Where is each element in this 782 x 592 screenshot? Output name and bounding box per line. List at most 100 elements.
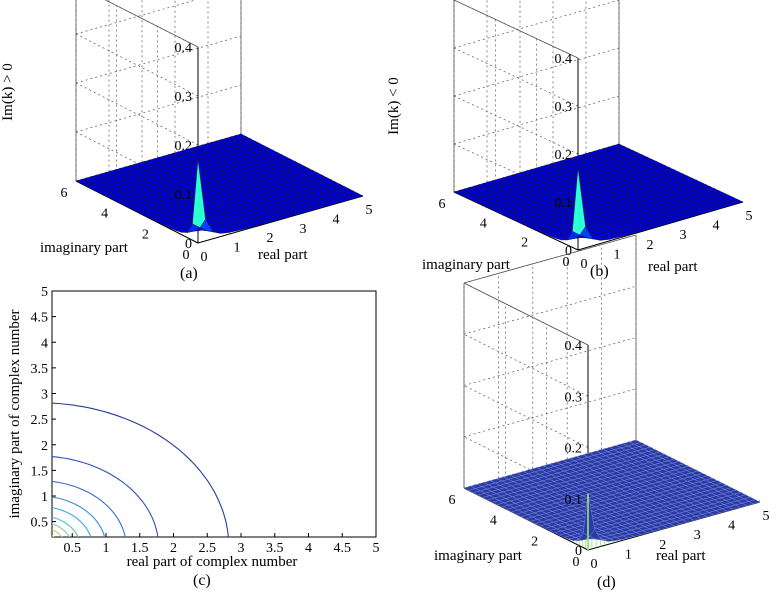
panel-b-z-tick-label: 0.2	[555, 148, 573, 163]
panel-a-z-tick-label: 0.4	[175, 41, 193, 56]
panel-c-y-tick-label: 4.5	[31, 311, 49, 326]
panel-a-x-tick-label: 2	[267, 231, 274, 246]
panel-d-x-tick-label: 4	[728, 519, 735, 534]
panel-a-grid-z-back	[75, 84, 242, 133]
panel-d-y-tick-label: 2	[531, 534, 538, 549]
panel-d-y-tick-label: 6	[449, 493, 456, 508]
panel-d-y-tick-label: 4	[490, 514, 497, 529]
panel-c-contour-line	[52, 480, 126, 537]
panel-a-box-edge	[104, 0, 199, 48]
panel-c-contour-line	[52, 535, 55, 537]
panel-b-y-tick-label: 4	[480, 216, 487, 231]
panel-d-grid-z-back	[463, 388, 637, 438]
panel-c-y-tick-label: 3	[41, 388, 48, 403]
panel-a-x-tick-label: 3	[300, 222, 307, 237]
panel-b-y-tick-label: 2	[521, 236, 528, 251]
panel-b-surface-patch	[572, 168, 586, 236]
panel-c-y-tick-label: 1	[41, 490, 48, 505]
panel-a-label: (a)	[180, 265, 198, 282]
panel-d-grid-z-left	[463, 385, 589, 448]
panel-c-contour-line	[52, 506, 92, 537]
panel-b-x-axis-label: real part	[648, 259, 698, 275]
panel-a-surface: 0 0.1 0.2 0.3 0.4 0 1 2 3 4 5 0 2 4 6 Im(k) > 0 real par…	[0, 0, 373, 265]
panel-c-y-tick-label: 2.5	[31, 413, 49, 428]
panel-d-x-axis-label: real part	[656, 548, 706, 564]
panel-d-grid-z-left	[463, 436, 589, 500]
panel-d-z-tick-label: 0.1	[565, 493, 583, 508]
panel-a-grid-z-back	[75, 0, 197, 35]
panel-b-z-axis-label: Im(k) < 0	[386, 77, 402, 135]
panel-c-x-tick-label: 3	[238, 541, 245, 556]
panel-a-z-tick-label: 0.2	[175, 139, 193, 154]
panel-d-grid-z-left	[463, 333, 589, 397]
panel-c-contours	[52, 402, 229, 537]
panel-c-contour-line	[52, 523, 71, 537]
panel-b-y-tick-label: 0	[563, 255, 570, 270]
panel-a-x-tick-label: 0	[201, 250, 208, 265]
panel-d-box-edge	[463, 234, 637, 284]
panel-c-x-tick-label: 4	[305, 541, 312, 556]
panel-c-axes-box	[51, 290, 377, 538]
panel-d-y-tick-label: 0	[573, 555, 580, 570]
panel-a-z-tick-label: 0	[185, 237, 192, 252]
panel-c-contour-line	[52, 402, 229, 537]
panel-a-x-tick-label: 1	[234, 241, 241, 256]
panel-d-grid-z-back	[463, 285, 637, 335]
panel-c-contour: 0.5 1 1.5 2 2.5 3 3.5 4 4.5 5 0.5 1 1.5 2 2.5 3 3.5 4 4.5 5…	[7, 285, 380, 570]
panel-c-y-tick-label: 2	[41, 439, 48, 454]
panel-d-label: (d)	[597, 574, 616, 591]
panel-a-z-tick-label: 0.1	[175, 188, 193, 203]
panel-a-y-tick-label: 2	[142, 227, 149, 242]
panel-d-surface-patch	[583, 493, 595, 537]
panel-b-z-tick-label: 0	[565, 244, 572, 259]
panel-d-x-tick-label: 3	[694, 528, 701, 543]
panel-a-y-tick-label: 6	[61, 186, 68, 201]
panel-d-surface-stem: 0 0.1 0.2 0.3 0.4 0 1 2 3 4 5 0 2 4 6 real part imaginar…	[434, 234, 770, 572]
panel-d-x-tick-label: 5	[763, 509, 770, 524]
panel-c-contour-line	[52, 528, 63, 537]
panel-b-z-tick-label: 0.3	[555, 100, 573, 115]
panel-d-x-tick-label: 2	[659, 538, 666, 553]
panel-c-contour-line	[52, 456, 159, 537]
panel-b-x-tick-label: 0	[581, 257, 588, 272]
panel-b-grid-z-back	[453, 0, 620, 49]
panel-a-surface-patch	[192, 159, 206, 228]
panel-a-x-axis-label: real part	[258, 247, 308, 263]
panel-d-z-tick-label: 0.4	[565, 339, 583, 354]
panel-c-x-tick-label: 4.5	[334, 541, 352, 556]
panel-b-x-tick-label: 1	[614, 247, 621, 262]
panel-b-y-axis-label: imaginary part	[422, 257, 511, 273]
panel-d-x-tick-label: 0	[591, 557, 598, 572]
panel-c-x-tick-label: 3.5	[266, 541, 284, 556]
panel-d-x-tick-label: 1	[625, 547, 632, 562]
panel-c-y-tick-label: 5	[41, 285, 48, 300]
panel-d-box-edge	[463, 282, 589, 346]
panel-a-grid-z-back	[75, 35, 242, 84]
panel-c-x-axis-label: real part of complex number	[127, 554, 298, 570]
panel-c-y-tick-label: 0.5	[31, 516, 49, 531]
panel-c-x-tick-label: 2.5	[199, 541, 217, 556]
panel-c-y-tick-label: 4	[41, 336, 48, 351]
panel-c-x-tick-label: 1.5	[131, 541, 149, 556]
panel-c-x-tick-label: 5	[373, 541, 380, 556]
panel-d-y-axis-label: imaginary part	[434, 548, 523, 564]
panel-c-x-tick-label: 1	[103, 541, 110, 556]
panel-a-z-axis-label: Im(k) > 0	[0, 63, 16, 121]
panel-a-z-tick-label: 0.3	[175, 90, 193, 105]
panel-c-contour-line	[52, 496, 106, 537]
panel-a-y-tick-label: 4	[101, 207, 108, 222]
panel-b-surface: 0 0.1 0.2 0.3 0.4 0 1 2 3 4 5 0 2 4 6 Im(k) < 0 real par…	[386, 0, 753, 275]
panel-d-z-tick-label: 0.2	[565, 442, 583, 457]
panel-d-z-tick-label: 0	[575, 544, 582, 559]
panel-a-y-tick-label: 0	[183, 248, 190, 263]
panel-c-y-tick-label: 1.5	[31, 464, 49, 479]
panel-b-x-tick-label: 2	[647, 238, 654, 253]
panel-b-x-tick-label: 5	[746, 209, 753, 224]
panel-a-x-tick-label: 5	[366, 203, 373, 218]
panel-a-grid-z-left	[104, 0, 199, 48]
panel-b-z-tick-label: 0.4	[555, 52, 573, 67]
panel-b-y-tick-label: 6	[439, 197, 446, 212]
panel-c-x-tick-label: 0.5	[64, 541, 82, 556]
panel-a-x-tick-label: 4	[333, 212, 340, 227]
